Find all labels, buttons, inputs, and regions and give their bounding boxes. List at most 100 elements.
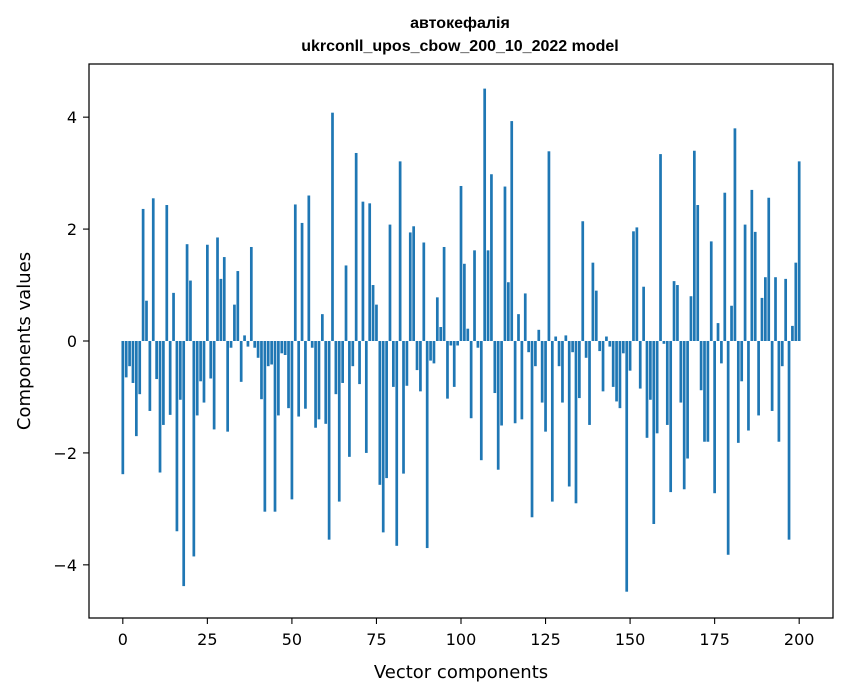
bar	[405, 341, 409, 386]
bar	[564, 335, 568, 341]
x-tick-label: 125	[530, 630, 561, 649]
bar	[584, 341, 588, 358]
bar	[226, 341, 230, 432]
bar	[307, 195, 311, 341]
bar	[466, 328, 470, 341]
bar	[121, 341, 125, 475]
bar	[368, 203, 372, 341]
bar	[459, 185, 463, 341]
bar	[777, 341, 781, 442]
bar	[168, 341, 172, 415]
bar	[534, 341, 537, 367]
bar	[655, 341, 659, 434]
x-axis-ticks: 0 25 50 75 100 125 150 175 200	[118, 618, 814, 649]
bar	[385, 341, 388, 479]
bar	[716, 323, 720, 341]
bar	[148, 341, 152, 411]
bar	[615, 341, 618, 402]
bar	[415, 341, 419, 371]
bar	[273, 341, 277, 512]
bar	[706, 341, 710, 442]
bar	[408, 232, 412, 341]
y-tick-label: 2	[67, 220, 77, 239]
bar	[222, 257, 226, 341]
y-tick-label: 4	[67, 108, 77, 127]
x-tick-label: 100	[446, 630, 477, 649]
bar	[178, 341, 182, 400]
bar	[128, 341, 131, 367]
bar	[513, 341, 517, 424]
x-tick-label: 25	[197, 630, 217, 649]
bar	[544, 341, 547, 432]
bar	[659, 154, 662, 341]
bar	[317, 341, 321, 420]
bar	[503, 186, 507, 341]
bar	[794, 262, 798, 341]
bar	[304, 341, 307, 409]
bar	[371, 285, 375, 341]
y-axis-label: Components values	[14, 252, 35, 430]
bar	[185, 244, 189, 341]
bar	[395, 341, 399, 546]
bar	[496, 341, 500, 470]
bar	[791, 325, 794, 341]
bar	[442, 246, 446, 341]
bar	[699, 341, 703, 391]
bar	[239, 341, 243, 382]
bar	[787, 341, 791, 540]
bar	[638, 341, 642, 389]
bar	[483, 88, 487, 342]
bar	[124, 341, 128, 378]
bar	[736, 341, 740, 443]
bar	[219, 278, 223, 341]
bar	[199, 341, 202, 382]
bar	[709, 241, 713, 341]
bar	[158, 341, 162, 473]
bar	[212, 341, 216, 430]
bar	[682, 341, 686, 490]
bar	[628, 341, 632, 371]
x-tick-label: 50	[282, 630, 302, 649]
bar	[479, 341, 483, 461]
bar	[578, 341, 581, 399]
bar	[649, 341, 652, 400]
y-tick-label: −4	[53, 556, 77, 575]
bar	[249, 246, 253, 341]
bar	[730, 305, 733, 341]
bar	[246, 341, 250, 347]
bar	[381, 341, 385, 533]
bar	[753, 231, 757, 341]
bar	[243, 335, 246, 341]
bar	[320, 314, 324, 341]
bar	[642, 286, 645, 341]
bar	[669, 341, 673, 493]
bar	[412, 226, 416, 341]
bar	[452, 341, 456, 387]
bar	[398, 161, 402, 341]
bar	[422, 242, 426, 341]
bar	[287, 341, 290, 409]
bar	[253, 341, 257, 348]
bar	[747, 341, 750, 431]
bar	[297, 341, 301, 417]
bar	[689, 296, 693, 341]
bar	[432, 341, 436, 364]
bar	[280, 341, 284, 354]
bar	[131, 341, 135, 383]
bar	[720, 341, 723, 364]
bar	[402, 341, 405, 474]
bar	[770, 341, 774, 411]
bar	[324, 341, 328, 424]
bar	[591, 262, 595, 341]
y-tick-label: −2	[53, 444, 77, 463]
bar	[206, 244, 209, 341]
bar	[138, 341, 142, 395]
bar	[632, 231, 635, 341]
bar	[419, 341, 422, 392]
chart-subtitle: ukrconll_upos_cbow_200_10_2022 model	[301, 38, 618, 55]
bar	[611, 341, 615, 387]
bar	[486, 250, 490, 341]
bar	[463, 263, 466, 341]
bar	[449, 341, 453, 346]
bar	[686, 341, 689, 459]
